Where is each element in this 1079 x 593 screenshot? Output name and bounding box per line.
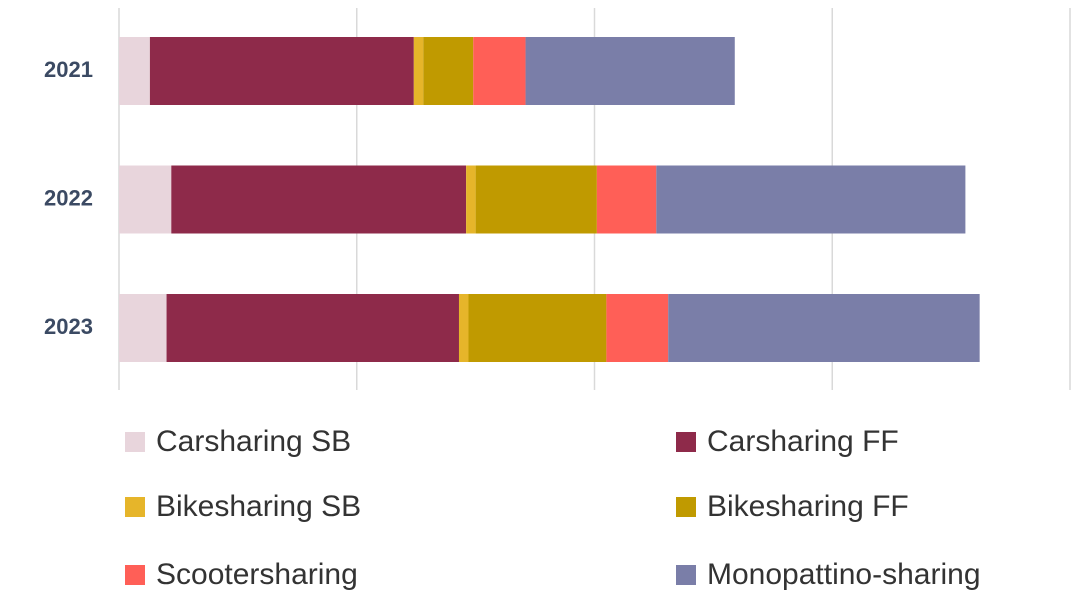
legend-swatch [676, 432, 696, 452]
legend-label: Monopattino-sharing [707, 558, 981, 591]
category-label: 2023 [44, 314, 93, 339]
bar-segment [458, 294, 469, 362]
category-label: 2022 [44, 185, 93, 210]
legend-swatch [125, 432, 145, 452]
bar-segment [525, 37, 735, 105]
bar-segment [606, 294, 669, 362]
bar-segment [656, 165, 966, 234]
bar-segment [166, 294, 459, 362]
bar-segment [668, 294, 980, 362]
legend-swatch [125, 497, 145, 517]
legend-label: Bikesharing FF [707, 490, 909, 523]
legend-label: Carsharing SB [156, 425, 351, 458]
bar-segment [596, 165, 657, 234]
legend-swatch [125, 565, 145, 585]
bar-segment [119, 37, 150, 105]
legend-label: Carsharing FF [707, 425, 899, 458]
bar-segment [473, 37, 526, 105]
category-label: 2021 [44, 57, 93, 82]
bar-segment [119, 165, 172, 234]
legend-swatch [676, 565, 696, 585]
bar-segment [468, 294, 607, 362]
bar-segment [149, 37, 414, 105]
bar-segment [413, 37, 424, 105]
legend-swatch [676, 497, 696, 517]
bar-segment [171, 165, 467, 234]
bar-segment [423, 37, 474, 105]
bar-segment [466, 165, 476, 234]
bar-segment [475, 165, 597, 234]
legend-label: Scootersharing [156, 558, 358, 591]
bar-segment [119, 294, 167, 362]
legend-label: Bikesharing SB [156, 490, 361, 523]
